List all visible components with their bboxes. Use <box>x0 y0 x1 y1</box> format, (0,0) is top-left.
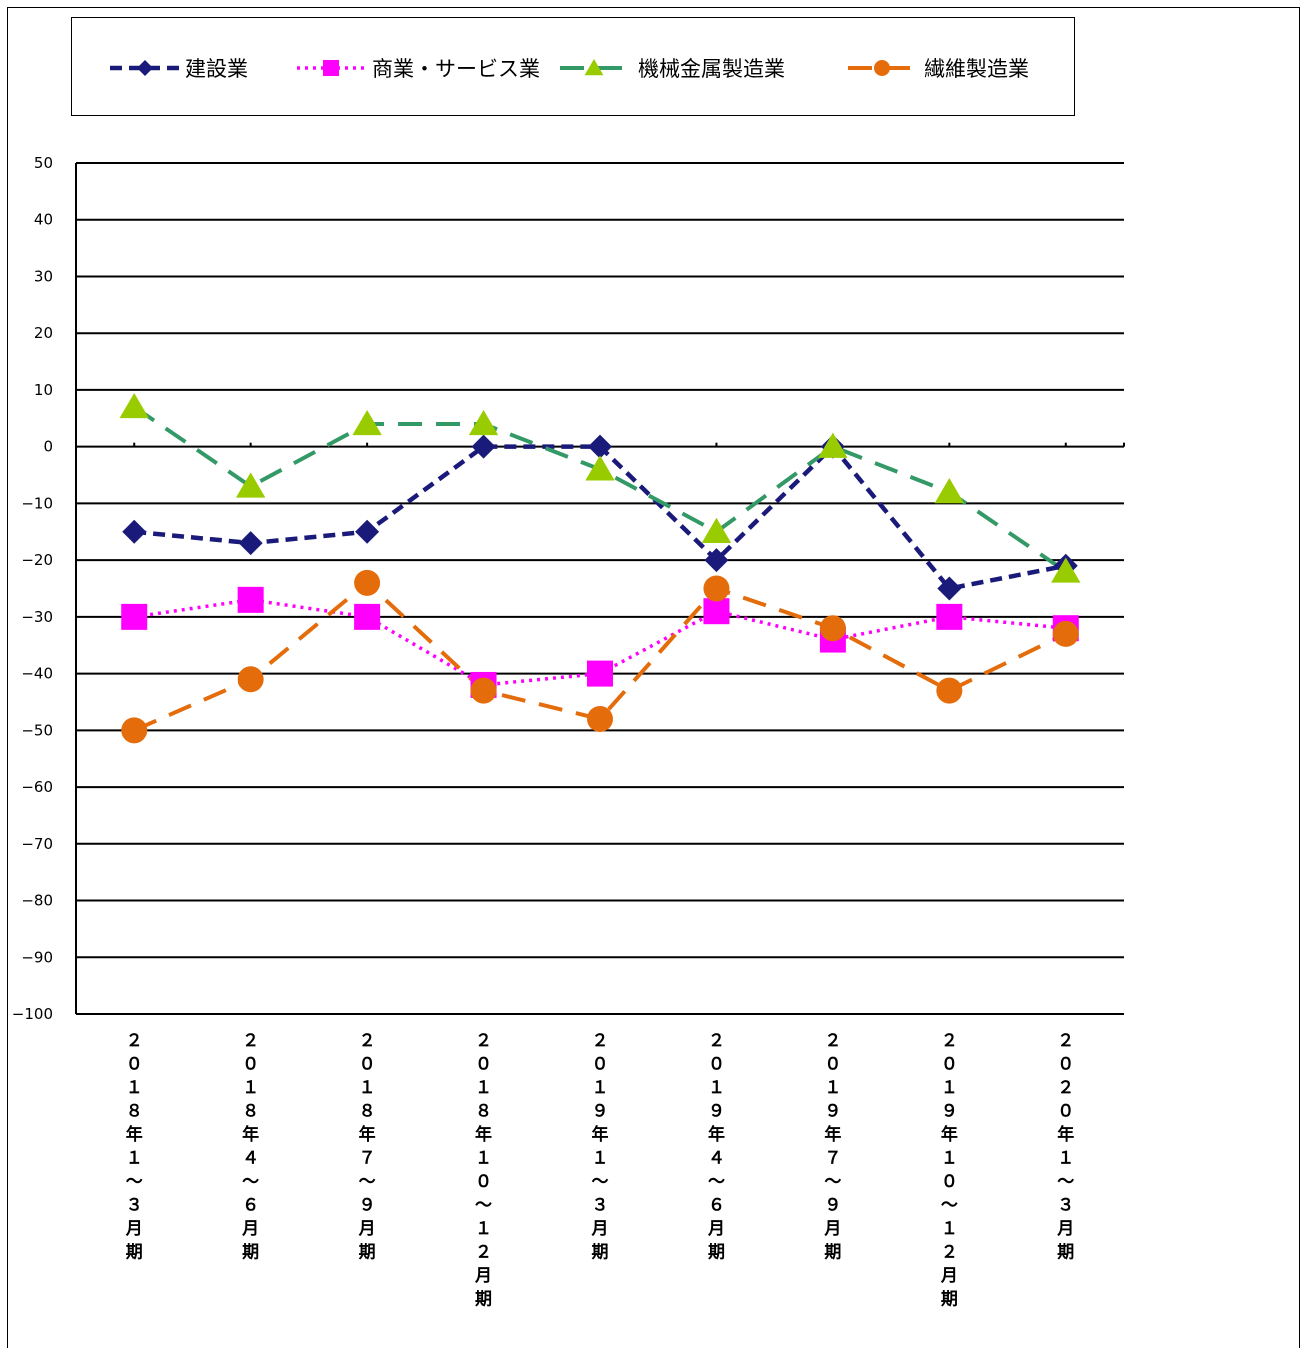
y-tick-label: 20 <box>34 324 53 342</box>
data-point <box>121 717 148 744</box>
data-point <box>934 478 965 504</box>
legend-item: 機械金属製造業 <box>560 57 785 81</box>
legend-marker <box>137 60 153 76</box>
data-point <box>1052 620 1079 647</box>
data-point <box>936 603 963 630</box>
chart-frame <box>7 7 1300 1352</box>
data-point <box>238 531 263 556</box>
data-point <box>121 603 148 630</box>
data-point <box>235 472 266 498</box>
legend-marker <box>584 59 604 76</box>
y-tick-label: −10 <box>21 494 53 512</box>
legend-item: 商業・サービス業 <box>297 57 540 81</box>
data-point <box>354 569 381 596</box>
data-point <box>355 519 380 544</box>
y-tick-label: 30 <box>34 267 53 285</box>
y-tick-label: −100 <box>12 1005 53 1023</box>
legend-label: 商業・サービス業 <box>372 57 540 81</box>
data-point <box>468 409 499 436</box>
x-tick-label: ２０１８年１０〜１２月期 <box>474 1031 492 1310</box>
series-markers-2 <box>119 392 1081 583</box>
series-markers-3 <box>121 569 1079 744</box>
series-line <box>133 598 1066 687</box>
x-tick-label: ２０２０年１〜３月期 <box>1056 1031 1074 1263</box>
data-point <box>1051 557 1081 583</box>
legend-marker <box>874 60 890 76</box>
series-1 <box>133 598 1066 687</box>
data-point <box>818 432 848 458</box>
data-point <box>237 586 264 613</box>
data-point <box>354 603 381 630</box>
x-tick-label: ２０１８年４〜６月期 <box>241 1031 259 1263</box>
x-tick-label: ２０１９年４〜６月期 <box>707 1031 725 1263</box>
data-point <box>585 455 615 481</box>
x-tick-label: ２０１９年１〜３月期 <box>591 1031 609 1263</box>
data-point <box>588 434 612 459</box>
y-tick-label: −40 <box>21 665 53 683</box>
legend-label: 機械金属製造業 <box>638 57 785 81</box>
legend-marker <box>323 60 339 76</box>
data-point <box>937 576 962 601</box>
y-tick-label: −80 <box>21 892 53 910</box>
legend: 建設業 商業・サービス業 機械金属製造業 繊維製造業 <box>110 57 1029 81</box>
y-tick-label: −20 <box>21 551 53 569</box>
y-tick-label: −60 <box>21 778 53 796</box>
y-tick-label: 10 <box>34 381 53 399</box>
y-axis-tick-labels: 50 40 30 20 10 0 −10 −20 −30 −40 −50 −60 −70 −80 −90 −1… <box>12 154 53 1023</box>
legend-item: 建設業 <box>110 57 248 81</box>
x-axis-tick-labels: ２０１８年１〜３月期 ２０１８年４〜６月期 ２０１８年７〜９月期 ２０１８年１０〜１２… <box>125 1031 1075 1310</box>
y-tick-label: −70 <box>21 835 53 853</box>
y-tick-label: 50 <box>34 154 53 172</box>
data-point <box>701 517 732 543</box>
x-tick-label: ２０１８年１〜３月期 <box>125 1031 143 1263</box>
y-tick-label: −90 <box>21 948 53 966</box>
y-tick-label: 40 <box>34 211 53 229</box>
data-point <box>936 677 963 704</box>
legend-label: 建設業 <box>185 57 248 81</box>
data-point <box>119 392 149 419</box>
x-tick-label: ２０１９年７〜９月期 <box>823 1031 841 1263</box>
legend-item: 繊維製造業 <box>848 57 1029 81</box>
data-point <box>819 615 846 642</box>
data-point <box>704 548 729 573</box>
data-point <box>703 598 730 625</box>
data-point <box>470 677 497 704</box>
data-point <box>122 519 147 544</box>
y-tick-label: 0 <box>43 438 53 456</box>
y-tick-label: −50 <box>21 721 53 739</box>
x-tick-label: ２０１８年７〜９月期 <box>358 1031 376 1263</box>
series-layer <box>119 392 1081 744</box>
data-point <box>471 434 496 459</box>
data-point <box>587 660 613 687</box>
data-point <box>587 705 613 732</box>
x-tick-label: ２０１９年１０〜１２月期 <box>940 1031 958 1310</box>
y-tick-label: −30 <box>21 608 53 626</box>
legend-label: 繊維製造業 <box>924 57 1029 81</box>
data-point <box>237 666 264 693</box>
data-point <box>703 575 730 602</box>
data-point <box>352 409 382 436</box>
